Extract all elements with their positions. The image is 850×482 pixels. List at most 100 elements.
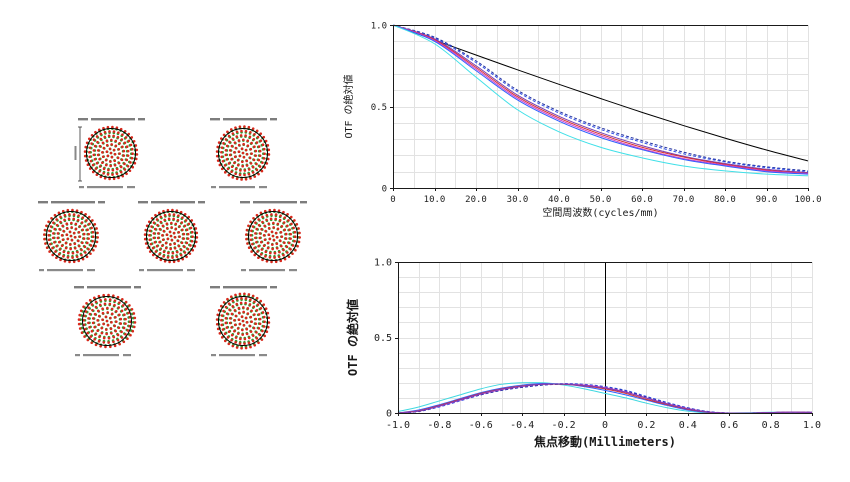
ray-dot xyxy=(53,240,56,244)
ray-dot xyxy=(278,218,282,222)
ray-dot xyxy=(236,332,240,335)
ray-dot xyxy=(267,316,271,320)
ray-dot xyxy=(270,260,273,264)
ray-dot xyxy=(258,154,262,157)
ray-dot xyxy=(146,246,150,250)
ray-dot xyxy=(249,298,252,301)
ray-dot xyxy=(126,337,129,341)
ray-dot xyxy=(84,145,88,149)
ray-dot xyxy=(265,259,269,263)
ray-dot xyxy=(177,259,180,263)
ray-dot xyxy=(233,151,236,154)
ray-dot xyxy=(88,325,91,329)
ray-dot xyxy=(176,239,180,243)
ray-dot xyxy=(236,327,240,330)
ray-dot xyxy=(77,239,80,243)
ray-dot xyxy=(102,336,106,340)
ray-dot xyxy=(263,147,266,151)
ray-dot xyxy=(125,307,128,311)
ray-dot xyxy=(261,329,264,333)
otf-curve-1 xyxy=(392,24,809,162)
ray-dot xyxy=(255,141,259,144)
glyph-bar xyxy=(98,201,105,204)
ray-dot xyxy=(250,320,253,323)
y-tick-labels: 0 0.5 1.0 xyxy=(374,258,392,420)
ray-dot xyxy=(123,129,127,133)
glyph-bar xyxy=(47,269,83,272)
ray-dot xyxy=(69,234,73,238)
ray-dot xyxy=(250,152,253,155)
ray-dot xyxy=(101,141,105,145)
ray-dot xyxy=(115,167,119,171)
ray-dot xyxy=(271,243,274,246)
glyph-bar xyxy=(87,269,95,272)
ray-dot xyxy=(102,293,105,297)
ray-dot xyxy=(87,248,90,251)
ray-dot xyxy=(117,131,120,134)
ray-dot xyxy=(123,162,126,166)
ray-dot xyxy=(122,149,126,153)
ray-dot xyxy=(257,172,260,176)
ray-dot xyxy=(107,134,111,138)
ray-dot xyxy=(286,251,289,254)
ray-dot xyxy=(287,255,291,259)
ray-dot xyxy=(72,217,76,221)
spot-diagram xyxy=(138,201,205,272)
glyph-bar xyxy=(78,118,88,121)
ray-dot xyxy=(96,149,100,152)
ray-dot xyxy=(114,329,118,333)
ray-dot xyxy=(96,319,99,322)
ray-dot xyxy=(81,257,85,261)
ray-dot xyxy=(191,235,194,239)
ray-dot xyxy=(77,230,81,234)
ray-dot xyxy=(166,237,170,241)
ray-dot xyxy=(117,326,121,330)
ray-dot xyxy=(223,332,227,336)
ray-dot xyxy=(278,250,281,254)
x-tick-labels: 0 10.0 20.0 30.0 40.0 50.0 60.0 70.0 80.0 90.0 100… xyxy=(390,195,821,205)
ray-dot xyxy=(106,323,110,327)
ray-dot xyxy=(268,208,272,212)
ray-dot xyxy=(113,344,117,348)
ray-dot xyxy=(247,125,251,129)
ray-dot xyxy=(109,160,112,163)
ray-dot xyxy=(294,248,297,252)
x-tick-label: -0.2 xyxy=(552,420,576,431)
ray-dot xyxy=(263,334,267,338)
ray-dot xyxy=(128,169,132,173)
ray-dot xyxy=(231,176,235,179)
ray-dot xyxy=(282,210,285,214)
ray-dot xyxy=(179,253,183,257)
ray-dot xyxy=(223,164,227,167)
otf-curve-5 xyxy=(392,24,809,174)
ray-dot xyxy=(259,211,263,215)
ray-dot xyxy=(238,322,242,326)
ray-dot xyxy=(66,256,70,259)
ray-dot xyxy=(122,340,126,344)
ray-dot xyxy=(264,307,268,310)
ray-dot xyxy=(235,130,239,134)
ray-dot xyxy=(265,213,269,217)
ray-dot xyxy=(267,321,271,324)
ray-dot xyxy=(253,253,257,257)
ray-dot xyxy=(149,242,153,246)
ray-dot xyxy=(123,168,127,171)
ray-dot xyxy=(135,148,139,152)
ray-dot xyxy=(108,177,111,181)
ray-dot xyxy=(161,238,165,242)
ray-dot xyxy=(59,215,62,219)
ray-dot xyxy=(222,142,225,145)
ray-dot xyxy=(80,210,83,214)
ray-dot xyxy=(230,144,234,148)
ray-dot xyxy=(107,168,110,172)
ray-dot xyxy=(65,226,69,230)
ray-dot xyxy=(70,238,74,242)
ray-dot xyxy=(86,331,89,335)
ray-dot xyxy=(159,258,163,262)
ray-dot xyxy=(108,130,111,133)
ray-dot xyxy=(250,229,253,233)
ray-dot xyxy=(245,237,248,241)
ray-dot xyxy=(114,139,118,143)
spot-rays xyxy=(83,125,139,181)
ray-dot xyxy=(53,227,56,231)
